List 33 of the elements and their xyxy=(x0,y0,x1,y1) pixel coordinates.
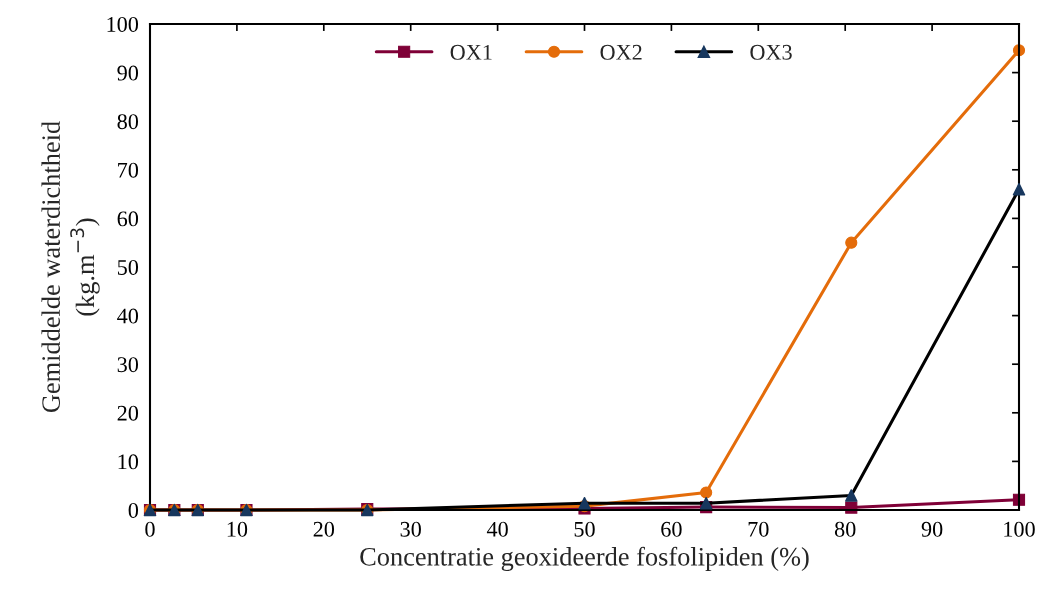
x-tick-label: 50 xyxy=(574,521,595,537)
y-axis-title: Gemiddelde waterdichtheid (kg.m$^{−3}$) xyxy=(41,121,100,413)
y-tick-label: 60 xyxy=(117,211,139,227)
x-axis-title: Concentratie geoxideerde fosfolipiden (%) xyxy=(360,546,809,572)
x-tick-label: 20 xyxy=(313,521,335,537)
y-tick-label: 90 xyxy=(117,65,139,81)
y-tick-label: 10 xyxy=(118,454,139,470)
point xyxy=(699,496,713,510)
x-tick-label: 100 xyxy=(1004,521,1035,537)
x-tick-label: 70 xyxy=(748,521,769,537)
legend-label: OX2 xyxy=(600,44,642,60)
x-tick-label: 40 xyxy=(486,521,508,537)
x-tick-label: 30 xyxy=(400,521,421,537)
x-tick-label: 90 xyxy=(921,521,943,537)
point xyxy=(1012,182,1026,196)
point xyxy=(700,486,713,499)
x-tick-label: 80 xyxy=(834,521,856,537)
x-tick-label: 60 xyxy=(661,521,682,537)
y-tick-label: 40 xyxy=(117,308,139,324)
legend-label: OX3 xyxy=(750,44,792,60)
y-tick-label: 80 xyxy=(117,114,139,130)
x-tick-label: 10 xyxy=(227,521,248,537)
y-tick-label: 100 xyxy=(107,16,139,32)
y-tick-label: 20 xyxy=(117,405,139,421)
x-tick-label: 0 xyxy=(145,521,155,537)
y-tick-label: 30 xyxy=(117,357,139,373)
y-tick-label: 50 xyxy=(117,259,139,275)
point xyxy=(578,496,591,510)
point xyxy=(845,236,858,249)
point xyxy=(845,489,858,502)
y-tick-label: 0 xyxy=(128,502,139,518)
y-tick-label: 70 xyxy=(118,162,139,178)
legend-label: OX1 xyxy=(450,44,492,60)
